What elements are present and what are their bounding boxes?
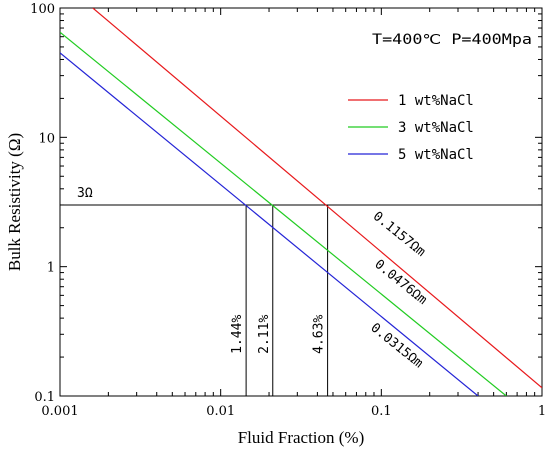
legend: 1 wt%NaCl 3 wt%NaCl 5 wt%NaCl <box>348 93 474 163</box>
y-axis-title: Bulk Resistivity (Ω) <box>5 133 24 271</box>
plot-frame <box>59 7 543 397</box>
x-tick-label: 0.1 <box>371 404 392 419</box>
y-axis: 0.1 1 10 100 <box>30 2 542 405</box>
intersection-label: 1.44% <box>230 315 245 354</box>
series-line <box>60 52 479 396</box>
series-line <box>60 31 507 396</box>
intersection-label: 4.63% <box>312 315 327 354</box>
x-axis-title: Fluid Fraction (%) <box>238 428 365 447</box>
x-tick-label: 1 <box>538 404 546 419</box>
y-tick-label: 1 <box>47 261 55 276</box>
y-tick-label: 0.1 <box>34 390 55 405</box>
reference-line-label: 3Ω <box>77 186 93 201</box>
x-tick-label: 0.01 <box>206 404 235 419</box>
series-lines <box>60 8 542 396</box>
x-tick-label: 0.001 <box>41 404 78 419</box>
intersection-label: 2.11% <box>257 315 272 354</box>
x-axis: 0.001 0.01 0.1 1 <box>41 8 546 419</box>
series-line <box>92 8 542 389</box>
conditions-text: T=400℃ P=400Mpa <box>372 32 532 48</box>
reference-lines: 3Ω 1.44% 2.11% 4.63% <box>60 186 542 396</box>
y-tick-label: 100 <box>30 2 55 17</box>
legend-label: 1 wt%NaCl <box>398 93 474 109</box>
slope-label: 0.1157Ωm <box>370 209 428 260</box>
y-tick-label: 10 <box>38 131 55 146</box>
slope-label: 0.0476Ωm <box>371 257 429 308</box>
legend-label: 5 wt%NaCl <box>398 147 474 163</box>
legend-label: 3 wt%NaCl <box>398 120 474 136</box>
